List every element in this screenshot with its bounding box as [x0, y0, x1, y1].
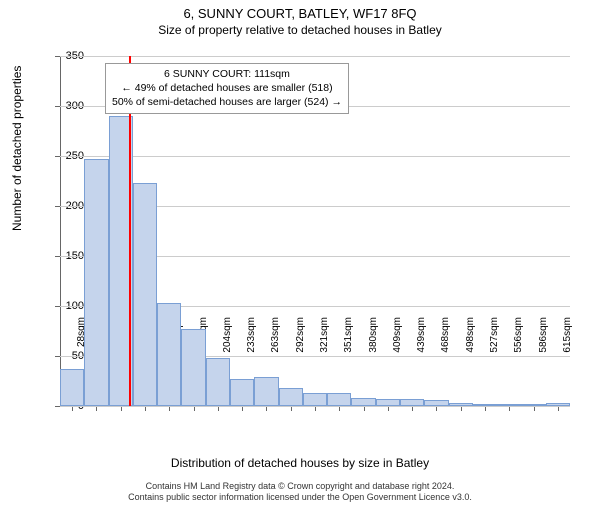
histogram-bar	[279, 388, 303, 406]
histogram-bar	[84, 159, 108, 406]
histogram-bar	[546, 403, 570, 406]
gridline	[60, 406, 570, 407]
chart-subtitle: Size of property relative to detached ho…	[0, 23, 600, 37]
histogram-bar	[230, 379, 254, 406]
histogram-bar	[303, 393, 327, 406]
gridline	[60, 156, 570, 157]
histogram-bar	[157, 303, 181, 406]
histogram-bar	[133, 183, 157, 406]
histogram-bar	[424, 400, 448, 406]
infobox-line2: ← 49% of detached houses are smaller (51…	[112, 81, 342, 95]
histogram-bar	[497, 404, 521, 406]
histogram-bar	[449, 403, 473, 406]
histogram-bar	[327, 393, 351, 406]
footer-line1: Contains HM Land Registry data © Crown c…	[0, 481, 600, 493]
chart-title: 6, SUNNY COURT, BATLEY, WF17 8FQ	[0, 6, 600, 21]
histogram-bar	[254, 377, 278, 406]
histogram-bar	[181, 329, 205, 406]
property-info-box: 6 SUNNY COURT: 111sqm ← 49% of detached …	[105, 63, 349, 114]
infobox-line1: 6 SUNNY COURT: 111sqm	[112, 67, 342, 81]
x-axis-label: Distribution of detached houses by size …	[0, 456, 600, 470]
histogram-bar	[206, 358, 230, 406]
histogram-bar	[473, 404, 497, 406]
footer: Contains HM Land Registry data © Crown c…	[0, 481, 600, 504]
gridline	[60, 56, 570, 57]
footer-line2: Contains public sector information licen…	[0, 492, 600, 504]
histogram-bar	[351, 398, 375, 406]
histogram-bar	[400, 399, 424, 406]
histogram-bar	[521, 404, 545, 406]
histogram-bar	[376, 399, 400, 406]
histogram-bar	[60, 369, 84, 406]
y-axis-label: Number of detached properties	[10, 66, 24, 231]
infobox-line3: 50% of semi-detached houses are larger (…	[112, 95, 342, 109]
